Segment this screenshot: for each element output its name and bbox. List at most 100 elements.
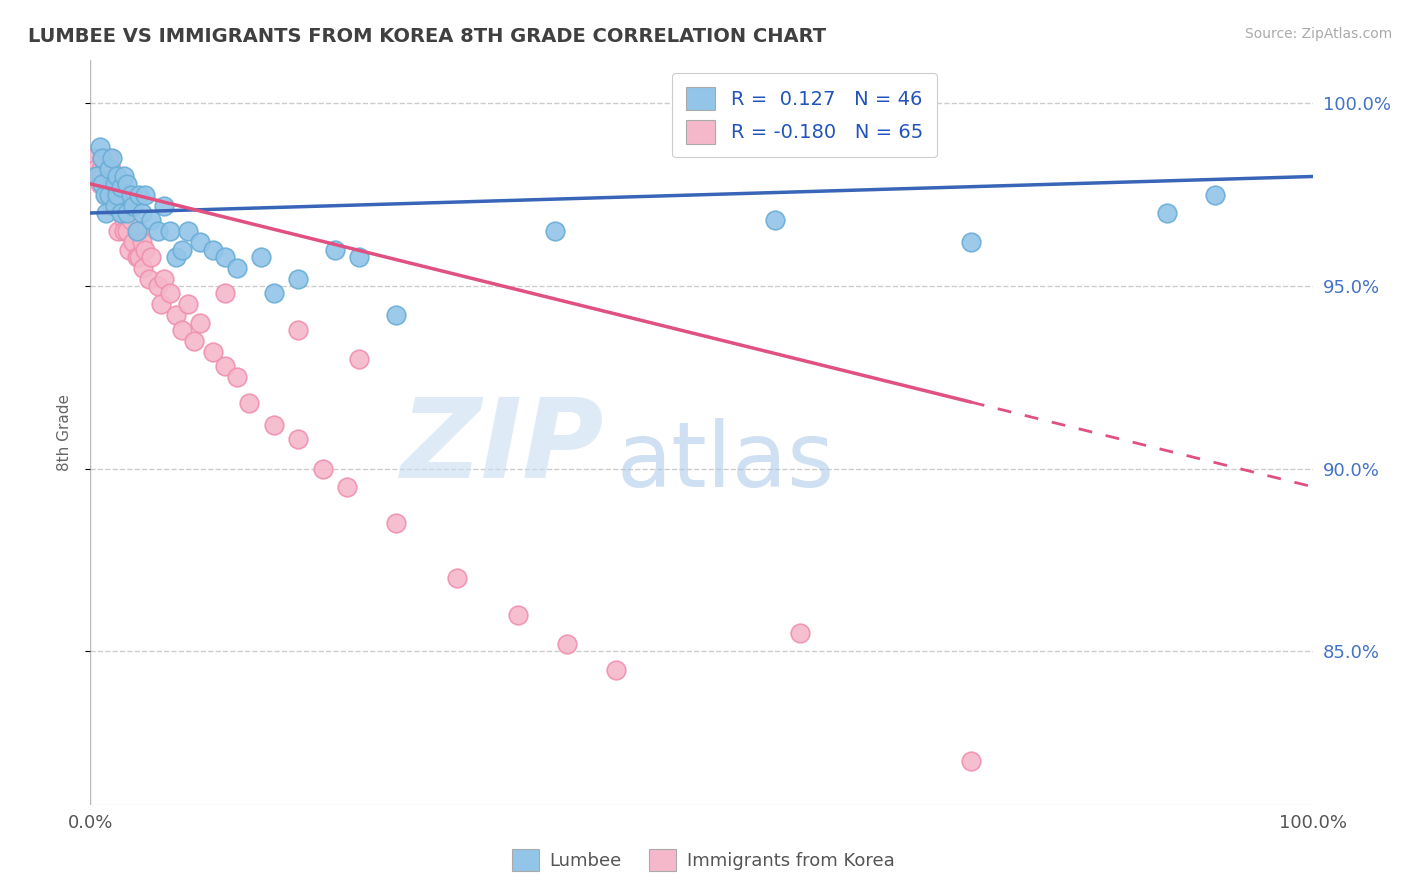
Point	[508, 607, 530, 622]
Point	[141, 250, 163, 264]
Point	[101, 151, 124, 165]
Point	[110, 180, 132, 194]
Point	[134, 243, 156, 257]
Point	[605, 663, 627, 677]
Point	[131, 206, 153, 220]
Point	[146, 224, 169, 238]
Text: Source: ZipAtlas.com: Source: ZipAtlas.com	[1244, 27, 1392, 41]
Point	[201, 344, 224, 359]
Text: atlas: atlas	[616, 418, 834, 506]
Legend: Lumbee, Immigrants from Korea: Lumbee, Immigrants from Korea	[505, 842, 901, 879]
Point	[1204, 187, 1226, 202]
Text: ZIP: ZIP	[401, 393, 605, 500]
Point	[122, 199, 145, 213]
Point	[114, 169, 136, 184]
Point	[555, 637, 578, 651]
Point	[150, 297, 173, 311]
Point	[134, 187, 156, 202]
Point	[101, 199, 124, 213]
Point	[91, 151, 114, 165]
Point	[94, 187, 117, 202]
Y-axis label: 8th Grade: 8th Grade	[58, 393, 72, 471]
Point	[115, 199, 138, 213]
Point	[132, 260, 155, 275]
Point	[104, 177, 127, 191]
Point	[159, 286, 181, 301]
Point	[86, 162, 108, 177]
Point	[125, 224, 148, 238]
Point	[188, 316, 211, 330]
Point	[112, 187, 135, 202]
Point	[128, 250, 150, 264]
Point	[152, 271, 174, 285]
Point	[114, 224, 136, 238]
Point	[170, 323, 193, 337]
Point	[165, 308, 187, 322]
Point	[287, 323, 309, 337]
Point	[214, 286, 236, 301]
Point	[311, 461, 333, 475]
Point	[214, 250, 236, 264]
Point	[138, 271, 160, 285]
Point	[91, 177, 114, 191]
Point	[94, 206, 117, 220]
Point	[87, 169, 110, 184]
Point	[170, 243, 193, 257]
Point	[763, 213, 786, 227]
Point	[263, 286, 285, 301]
Point	[959, 235, 981, 250]
Point	[336, 480, 359, 494]
Point	[115, 206, 138, 220]
Point	[177, 224, 200, 238]
Point	[146, 279, 169, 293]
Point	[94, 187, 117, 202]
Point	[122, 235, 145, 250]
Point	[110, 206, 132, 220]
Point	[104, 169, 127, 184]
Point	[349, 352, 371, 367]
Point	[115, 224, 138, 238]
Legend: R =  0.127   N = 46, R = -0.180   N = 65: R = 0.127 N = 46, R = -0.180 N = 65	[672, 73, 936, 157]
Point	[105, 187, 128, 202]
Point	[104, 187, 127, 202]
Point	[183, 334, 205, 348]
Point	[89, 177, 111, 191]
Text: LUMBEE VS IMMIGRANTS FROM KOREA 8TH GRADE CORRELATION CHART: LUMBEE VS IMMIGRANTS FROM KOREA 8TH GRAD…	[28, 27, 827, 45]
Point	[349, 250, 371, 264]
Point	[115, 177, 138, 191]
Point	[131, 235, 153, 250]
Point	[94, 177, 117, 191]
Point	[188, 235, 211, 250]
Point	[250, 250, 273, 264]
Point	[110, 206, 132, 220]
Point	[159, 224, 181, 238]
Point	[97, 162, 120, 177]
Point	[91, 151, 114, 165]
Point	[446, 571, 468, 585]
Point	[128, 187, 150, 202]
Point	[287, 433, 309, 447]
Point	[104, 199, 127, 213]
Point	[97, 187, 120, 202]
Point	[226, 370, 249, 384]
Point	[385, 308, 408, 322]
Point	[128, 224, 150, 238]
Point	[118, 243, 141, 257]
Point	[959, 754, 981, 768]
Point	[89, 140, 111, 154]
Point	[201, 243, 224, 257]
Point	[214, 359, 236, 374]
Point	[90, 162, 112, 177]
Point	[83, 151, 105, 165]
Point	[120, 213, 142, 227]
Point	[1156, 206, 1178, 220]
Point	[226, 260, 249, 275]
Point	[125, 250, 148, 264]
Point	[544, 224, 567, 238]
Point	[97, 187, 120, 202]
Point	[110, 187, 132, 202]
Point	[789, 626, 811, 640]
Point	[101, 177, 124, 191]
Point	[107, 224, 129, 238]
Point	[100, 162, 122, 177]
